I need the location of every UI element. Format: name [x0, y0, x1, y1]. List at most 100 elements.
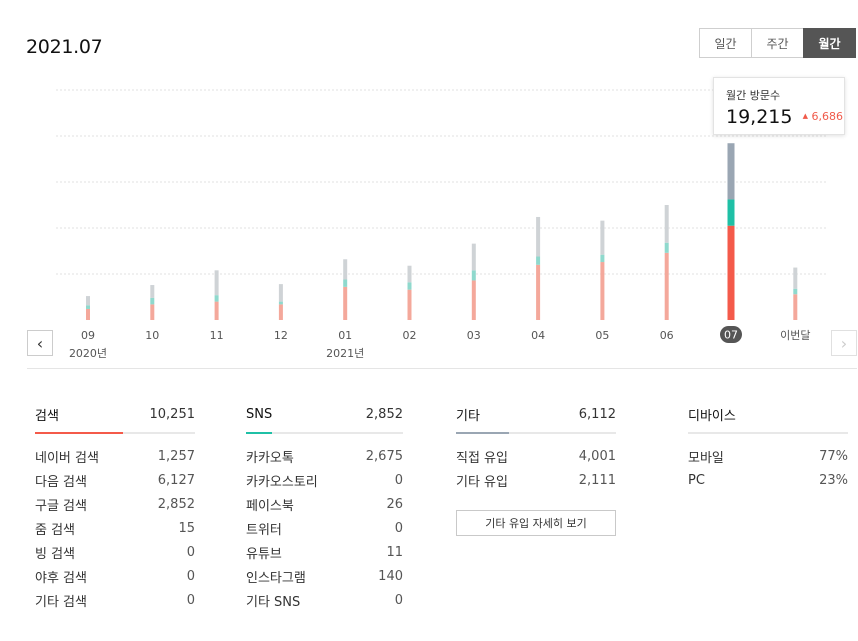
list-item: 다음 검색 6,127 — [35, 472, 195, 490]
bar-sns-03 — [471, 270, 476, 281]
bar-etc-07 — [727, 143, 735, 200]
bar-sns-10 — [150, 297, 155, 305]
bar-sns-07 — [727, 199, 735, 226]
sns-section: SNS 2,852 카카오톡 2,675 카카오스토리 0 페이스북 26 트위터 0 … — [246, 396, 403, 612]
sns-header: SNS 2,852 — [246, 396, 403, 434]
etc-total: 6,112 — [578, 406, 616, 422]
tick-label-06: 06 — [660, 329, 674, 342]
tick-label-07: 07 — [724, 329, 738, 342]
list-item: 유튜브 11 — [246, 544, 403, 562]
sns-title: SNS — [246, 406, 273, 422]
tick-label-04: 04 — [531, 329, 545, 342]
tick-label-03: 03 — [467, 329, 481, 342]
bar-etc-05 — [600, 220, 605, 255]
bar-etc-11 — [214, 270, 219, 296]
device-header: 디바이스 — [688, 396, 848, 434]
bar-sns-02 — [407, 282, 412, 290]
bar-sns-04 — [536, 256, 541, 265]
bar-sns-이번달 — [793, 288, 798, 295]
chevron-left-icon: ‹ — [36, 333, 44, 353]
bar-etc-01 — [343, 259, 348, 280]
bar-search-04 — [536, 264, 541, 320]
tick-label-이번달: 이번달 — [780, 329, 810, 342]
period-title: 2021.07 — [26, 36, 103, 58]
bar-search-12 — [278, 304, 283, 320]
tick-label-12: 12 — [274, 329, 288, 342]
bar-search-10 — [150, 304, 155, 320]
bar-search-07 — [727, 225, 735, 320]
list-item: 기타 검색 0 — [35, 592, 195, 610]
list-item: 기타 유입 2,111 — [456, 472, 616, 490]
list-item: 카카오톡 2,675 — [246, 448, 403, 466]
tooltip-delta: ▲ 6,686 — [803, 110, 843, 123]
list-item: PC 23% — [688, 472, 848, 488]
bar-search-06 — [664, 252, 669, 320]
list-item: 페이스북 26 — [246, 496, 403, 514]
bar-etc-09 — [86, 296, 90, 306]
list-item: 야후 검색 0 — [35, 568, 195, 586]
chart-prev-button[interactable]: ‹ — [27, 330, 53, 356]
search-header: 검색 10,251 — [35, 396, 195, 434]
bar-etc-06 — [664, 205, 669, 243]
section-divider — [27, 368, 857, 369]
list-item: 인스타그램 140 — [246, 568, 403, 586]
bar-search-02 — [407, 289, 412, 320]
search-total: 10,251 — [149, 406, 196, 422]
etc-accent-line — [456, 432, 509, 434]
sns-total: 2,852 — [365, 406, 403, 422]
year-label: 2021년 — [326, 347, 364, 360]
tick-label-02: 02 — [403, 329, 417, 342]
bar-etc-이번달 — [793, 267, 798, 289]
list-item: 빙 검색 0 — [35, 544, 195, 562]
tick-label-01: 01 — [338, 329, 352, 342]
list-item: 모바일 77% — [688, 448, 848, 466]
bar-search-이번달 — [793, 294, 798, 320]
bar-search-01 — [343, 286, 348, 320]
tick-label-11: 11 — [210, 329, 224, 342]
etc-section: 기타 6,112 직접 유입 4,001 기타 유입 2,111 기타 유입 자세히… — [456, 396, 616, 536]
tooltip-delta-value: 6,686 — [811, 110, 843, 123]
list-item: 직접 유입 4,001 — [456, 448, 616, 466]
list-item: 네이버 검색 1,257 — [35, 448, 195, 466]
selected-tick-bg — [720, 326, 742, 343]
chevron-right-icon: › — [840, 333, 848, 353]
chart-next-button[interactable]: › — [831, 330, 857, 356]
tick-label-10: 10 — [145, 329, 159, 342]
etc-header: 기타 6,112 — [456, 396, 616, 434]
bar-sns-01 — [343, 279, 348, 287]
bar-etc-02 — [407, 265, 412, 283]
bar-sns-06 — [664, 242, 669, 253]
tick-label-05: 05 — [595, 329, 609, 342]
search-accent-line — [35, 432, 123, 434]
bar-etc-12 — [278, 284, 283, 302]
device-section: 디바이스 모바일 77% PC 23% — [688, 396, 848, 492]
etc-title: 기타 — [456, 408, 480, 424]
list-item: 카카오스토리 0 — [246, 472, 403, 490]
period-tabs: 일간 주간 월간 — [699, 28, 856, 58]
list-item: 구글 검색 2,852 — [35, 496, 195, 514]
etc-detail-button[interactable]: 기타 유입 자세히 보기 — [456, 510, 616, 536]
bar-etc-10 — [150, 285, 155, 298]
chart-tooltip: 월간 방문수 19,215 ▲ 6,686 — [713, 77, 845, 135]
bar-search-03 — [471, 280, 476, 320]
year-label: 2020년 — [69, 347, 107, 360]
bar-sns-12 — [278, 301, 283, 305]
tooltip-value: 19,215 — [726, 106, 793, 128]
visits-chart: 09 10 11 12 01 02 03 04 05 06 07 이번달 2020년 2021년 — [56, 89, 828, 360]
bar-etc-03 — [471, 243, 476, 271]
list-item: 트위터 0 — [246, 520, 403, 538]
up-arrow-icon: ▲ — [802, 112, 808, 120]
search-title: 검색 — [35, 408, 59, 424]
bar-sns-09 — [86, 305, 90, 309]
bar-search-11 — [214, 301, 219, 320]
tab-monthly[interactable]: 월간 — [803, 28, 856, 58]
tooltip-label: 월간 방문수 — [726, 89, 781, 102]
bar-search-09 — [86, 308, 90, 320]
device-title: 디바이스 — [688, 408, 736, 424]
bar-sns-11 — [214, 295, 219, 302]
bar-search-05 — [600, 262, 605, 320]
search-section: 검색 10,251 네이버 검색 1,257 다음 검색 6,127 구글 검색 2,… — [35, 396, 195, 612]
bar-etc-04 — [536, 216, 541, 257]
bar-sns-05 — [600, 254, 605, 263]
list-item: 줌 검색 15 — [35, 520, 195, 538]
